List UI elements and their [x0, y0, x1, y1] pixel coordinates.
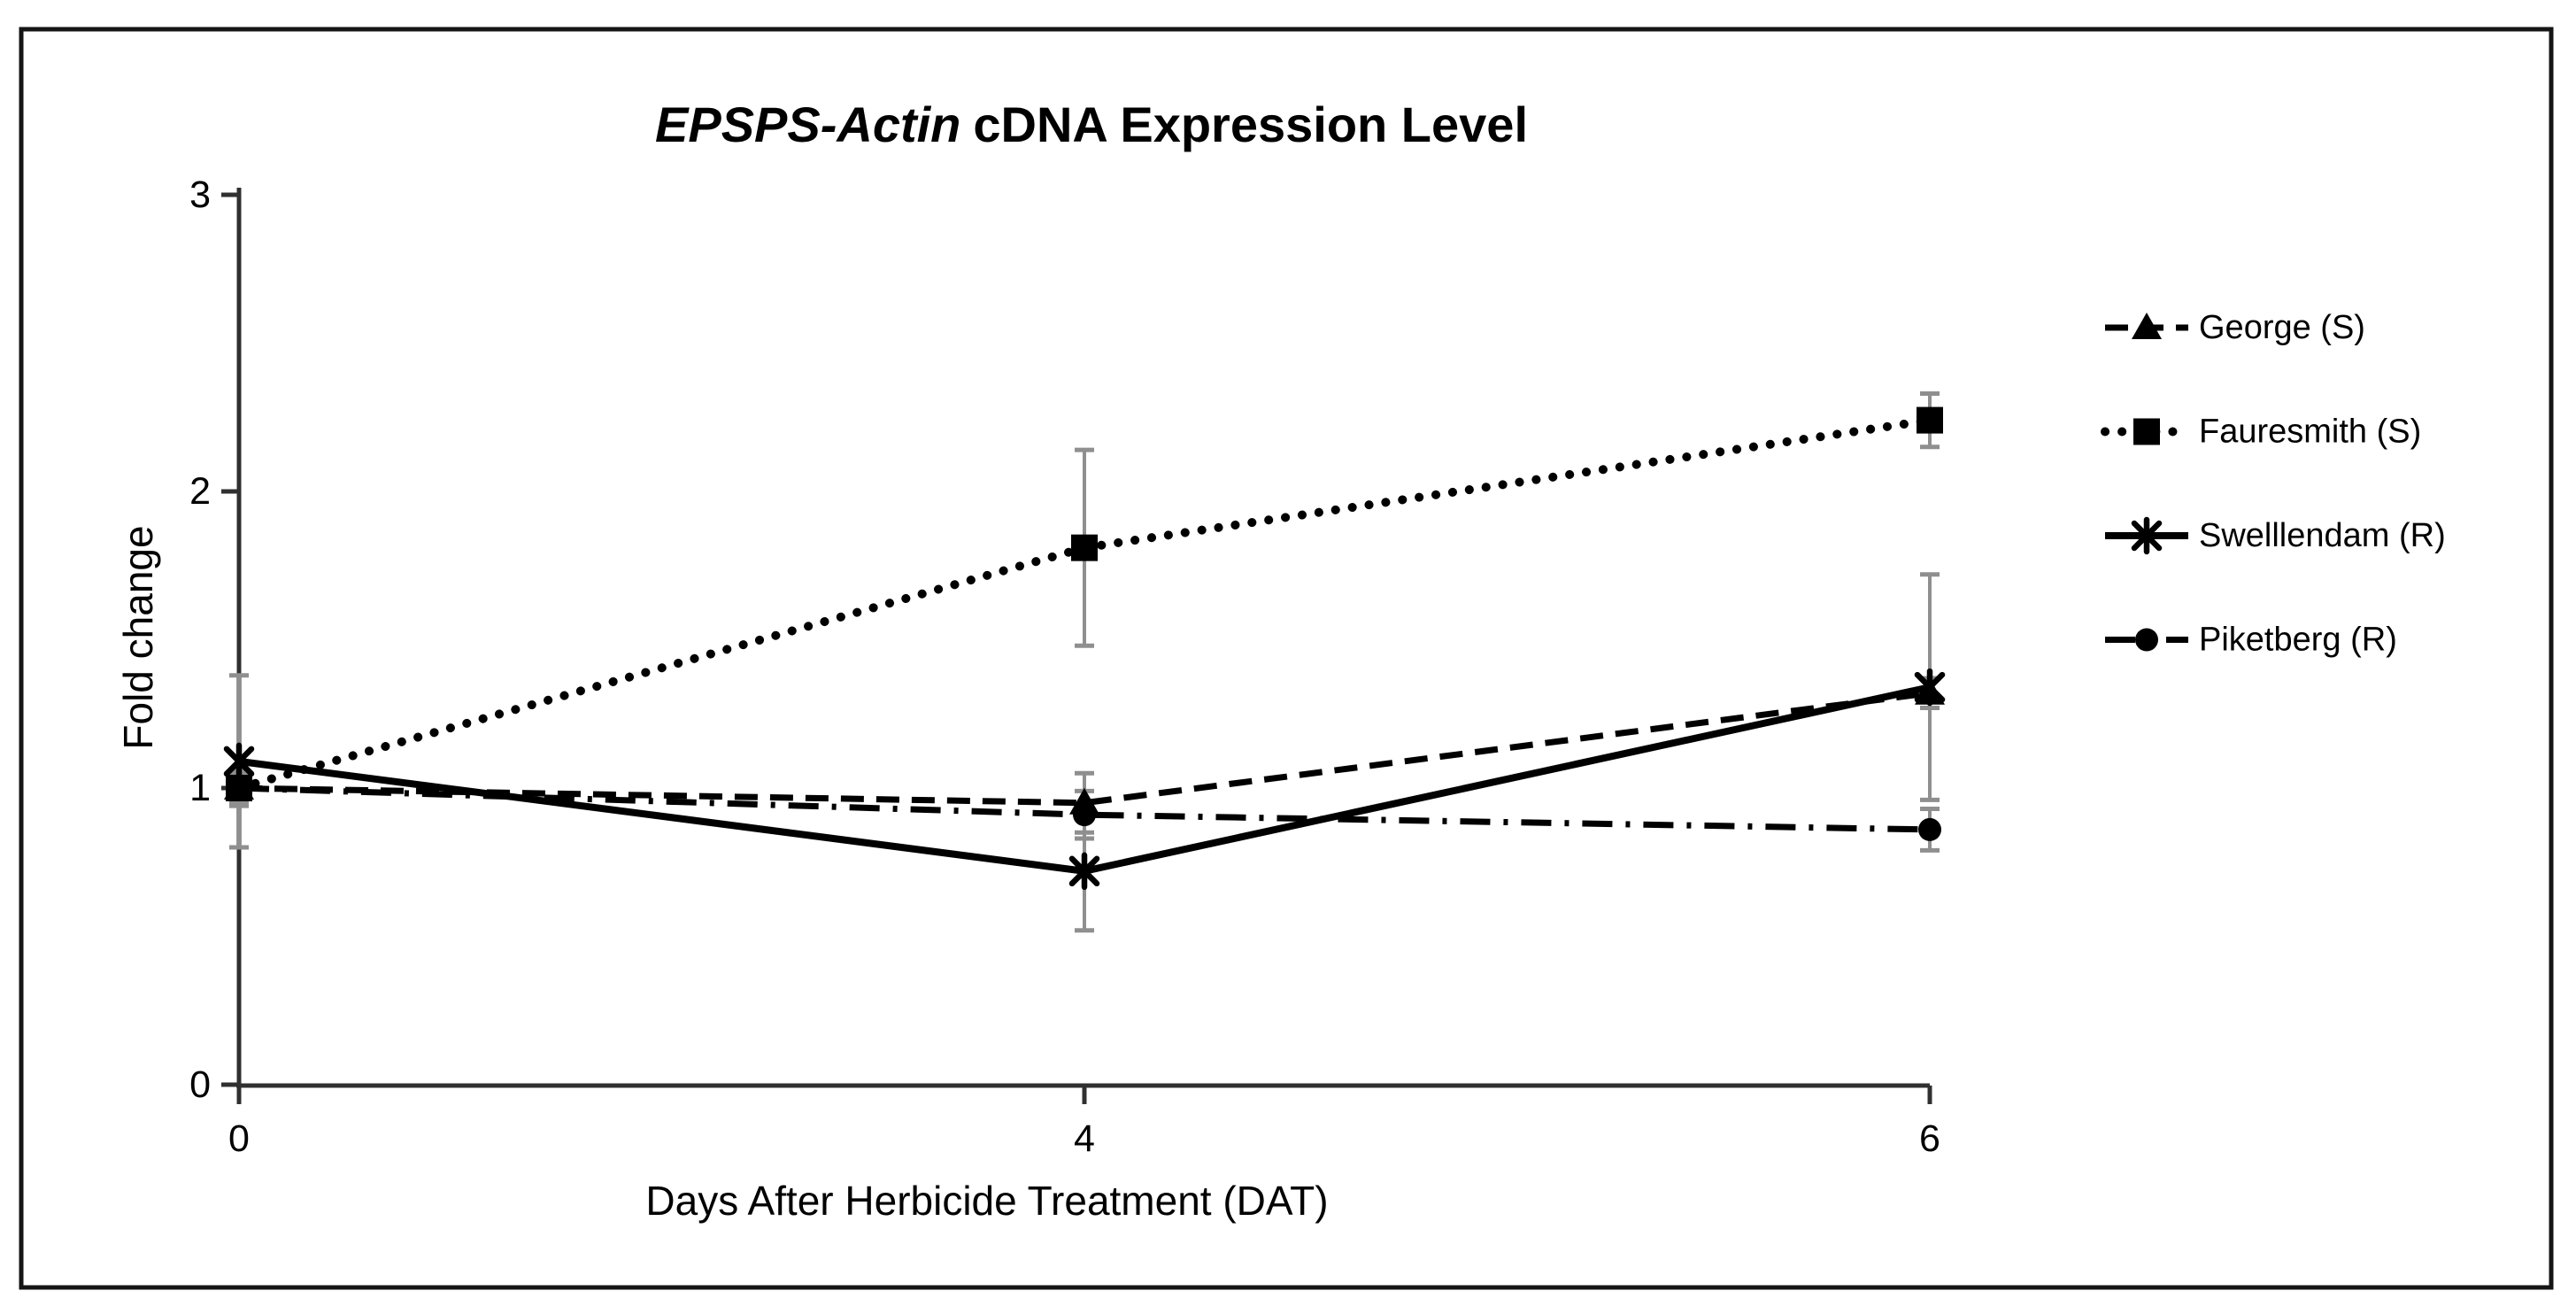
circle-marker-icon: [1918, 817, 1941, 841]
series-line-circle: [238, 785, 1931, 833]
plot-area: 0 1 2 3 0 4 6: [189, 174, 1946, 1160]
y-tick-label: 2: [189, 470, 211, 513]
square-marker-icon: [1917, 406, 1943, 434]
x-tick-label: 0: [228, 1117, 250, 1160]
chart-title: EPSPS-Actin cDNA Expression Level: [655, 97, 1528, 152]
square-marker-icon: [1071, 534, 1098, 561]
y-axis-title: Fold change: [115, 525, 161, 749]
asterisk-stroke: [2131, 520, 2163, 552]
asterisk-marker-icon: [1068, 852, 1100, 891]
chart-title-italic-part: EPSPS-Actin: [655, 97, 960, 152]
triangle-marker-icon: [2132, 313, 2162, 339]
legend: George (S) Fauresmith (S) Swelllendam (R) P…: [2101, 309, 2446, 659]
asterisk-marker-icon: [2131, 516, 2163, 555]
circle-marker-icon: [1073, 803, 1096, 827]
legend-item: Piketberg (R): [2105, 622, 2397, 659]
figure-border: [19, 27, 2554, 1290]
y-tick-label: 0: [189, 1063, 211, 1106]
legend-item: Swelllendam (R): [2105, 516, 2446, 555]
y-tick-label: 1: [189, 767, 211, 809]
legend-label: Swelllendam (R): [2199, 517, 2446, 554]
legend-label: Fauresmith (S): [2199, 414, 2421, 451]
legend-label: George (S): [2199, 309, 2365, 346]
legend-label: Piketberg (R): [2199, 622, 2397, 659]
x-tick-label: 6: [1919, 1117, 1940, 1160]
asterisk-marker-icon: [1914, 668, 1946, 707]
asterisk-stroke: [223, 746, 255, 777]
asterisk-marker-icon: [223, 742, 255, 781]
legend-item: George (S): [2105, 309, 2365, 346]
circle-marker-icon: [228, 777, 251, 800]
y-tick-label: 3: [189, 174, 211, 216]
chart-title-regular-part: cDNA Expression Level: [973, 97, 1528, 152]
legend-item: Fauresmith (S): [2101, 414, 2421, 451]
x-axis-title: Days After Herbicide Treatment (DAT): [645, 1178, 1328, 1224]
asterisk-stroke: [1068, 855, 1100, 887]
square-marker-icon: [2133, 418, 2160, 445]
circle-marker-icon: [2135, 628, 2158, 652]
asterisk-stroke: [1914, 671, 1946, 703]
x-tick-label: 4: [1074, 1117, 1095, 1160]
